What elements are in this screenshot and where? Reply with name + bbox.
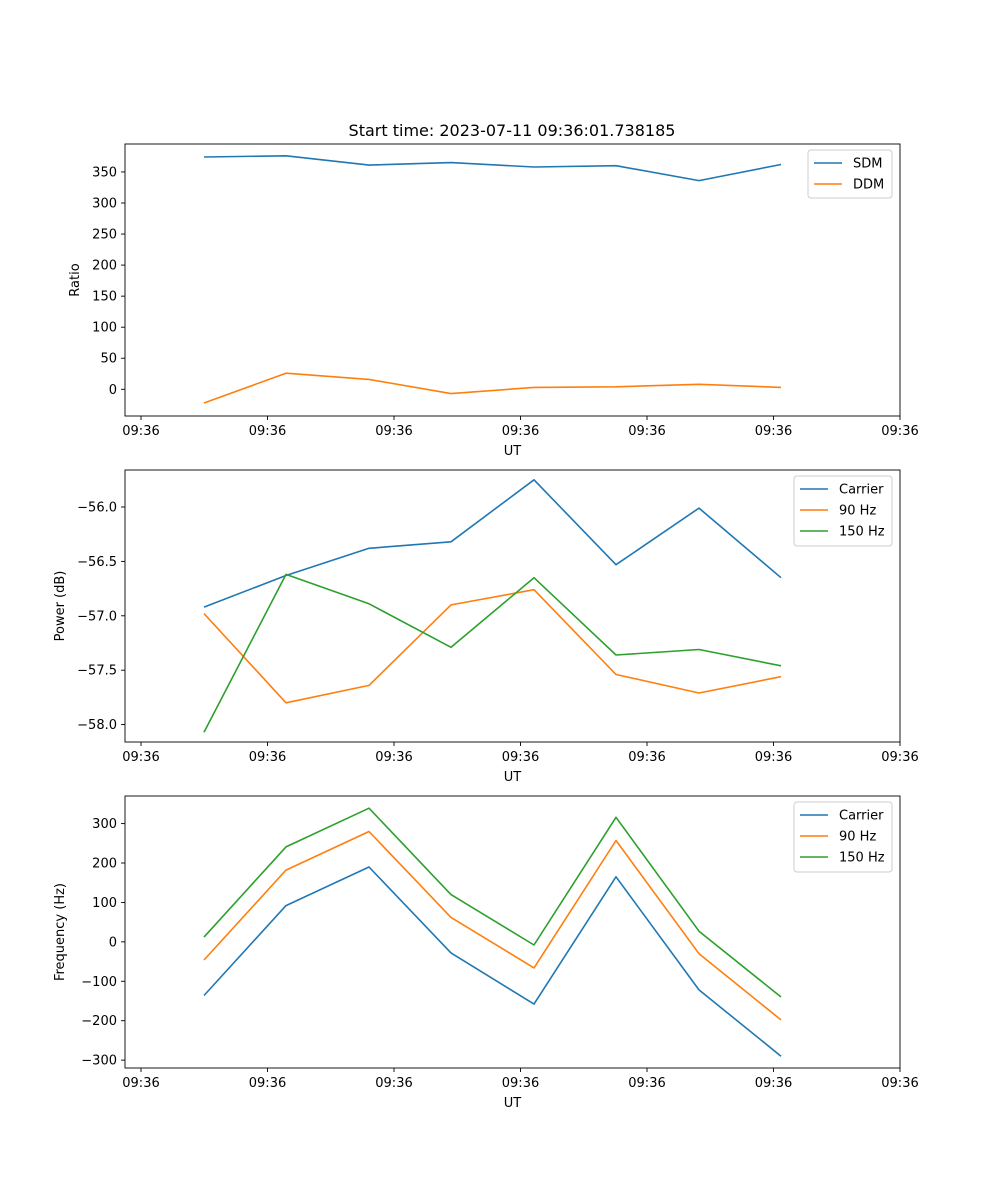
x-tick-label: 09:36 — [628, 1076, 665, 1091]
legend-label: Carrier — [839, 483, 884, 498]
y-tick-label: −100 — [81, 975, 117, 990]
x-tick-label: 09:36 — [881, 750, 918, 765]
series-line-sdm — [203, 155, 782, 182]
x-tick-label: 09:36 — [755, 1076, 792, 1091]
y-axis-label: Frequency (Hz) — [53, 883, 68, 981]
x-tick-label: 09:36 — [249, 1076, 286, 1091]
legend: Carrier 90 Hz 150 Hz — [793, 801, 893, 873]
x-tick-label: 09:36 — [375, 750, 412, 765]
y-tick-label: 250 — [92, 228, 117, 243]
x-tick-label: 09:36 — [502, 1076, 539, 1091]
axes-frame — [124, 143, 901, 417]
x-tick-label: 09:36 — [755, 424, 792, 439]
series-line-90-hz — [203, 830, 782, 1021]
y-tick-label: 100 — [92, 321, 117, 336]
x-tick-label: 09:36 — [881, 1076, 918, 1091]
y-tick-label: −56.5 — [77, 555, 117, 570]
x-axis-label: UT — [504, 1096, 522, 1111]
y-tick-label: −56.0 — [77, 500, 117, 515]
x-tick-label: 09:36 — [122, 424, 159, 439]
legend-box — [807, 149, 893, 199]
subplot-2: 09:36 09:36 09:36 09:36 09:36 09:36 09:36 −58.0… — [53, 469, 919, 785]
series-line-carrier — [203, 866, 782, 1057]
y-tick-label: 350 — [92, 165, 117, 180]
x-tick-label: 09:36 — [122, 1076, 159, 1091]
figure-title: Start time: 2023-07-11 09:36:01.738185 — [349, 121, 676, 140]
axes-frame — [124, 795, 901, 1069]
legend-label: Carrier — [839, 809, 884, 824]
subplot-1: 09:36 09:36 09:36 09:36 09:36 09:36 09:36 0 50 10… — [68, 143, 919, 459]
y-tick-label: 100 — [92, 896, 117, 911]
x-tick-label: 09:36 — [628, 750, 665, 765]
y-tick-label: 0 — [109, 935, 117, 950]
legend-label: 150 Hz — [839, 525, 885, 540]
x-tick-label: 09:36 — [122, 750, 159, 765]
legend-box — [793, 801, 893, 873]
legend-label: 150 Hz — [839, 851, 885, 866]
y-tick-label: −58.0 — [77, 718, 117, 733]
legend-box — [793, 475, 893, 547]
y-tick-label: −57.5 — [77, 664, 117, 679]
y-tick-label: −300 — [81, 1054, 117, 1069]
x-tick-label: 09:36 — [755, 750, 792, 765]
series-line-150-hz — [203, 573, 782, 733]
y-tick-label: 200 — [92, 259, 117, 274]
axes-frame — [124, 469, 901, 743]
legend-label: 90 Hz — [839, 504, 876, 519]
y-tick-label: 300 — [92, 817, 117, 832]
series-line-150-hz — [203, 807, 782, 998]
x-tick-label: 09:36 — [249, 750, 286, 765]
x-tick-label: 09:36 — [502, 750, 539, 765]
y-tick-label: 50 — [100, 352, 117, 367]
y-axis-label: Ratio — [68, 263, 83, 296]
x-tick-label: 09:36 — [249, 424, 286, 439]
y-tick-label: −57.0 — [77, 609, 117, 624]
y-tick-label: 300 — [92, 196, 117, 211]
x-tick-label: 09:36 — [375, 424, 412, 439]
series-line-90-hz — [203, 588, 782, 704]
series-line-carrier — [203, 478, 782, 608]
legend-label: SDM — [853, 157, 882, 172]
series-line-ddm — [203, 372, 782, 404]
y-tick-label: 0 — [109, 383, 117, 398]
x-axis-label: UT — [504, 770, 522, 785]
x-tick-label: 09:36 — [375, 1076, 412, 1091]
legend-label: 90 Hz — [839, 830, 876, 845]
y-axis-label: Power (dB) — [53, 571, 68, 642]
legend: Carrier 90 Hz 150 Hz — [793, 475, 893, 547]
x-tick-label: 09:36 — [881, 424, 918, 439]
x-tick-label: 09:36 — [628, 424, 665, 439]
subplots: 09:36 09:36 09:36 09:36 09:36 09:36 09:36 0 50 10… — [53, 143, 919, 1111]
legend: SDM DDM — [807, 149, 893, 199]
legend-label: DDM — [853, 178, 884, 193]
y-tick-label: −200 — [81, 1014, 117, 1029]
y-tick-label: 200 — [92, 857, 117, 872]
y-tick-label: 150 — [92, 290, 117, 305]
subplot-3: 09:36 09:36 09:36 09:36 09:36 09:36 09:36 −300 −… — [53, 795, 919, 1111]
x-tick-label: 09:36 — [502, 424, 539, 439]
x-axis-label: UT — [504, 444, 522, 459]
